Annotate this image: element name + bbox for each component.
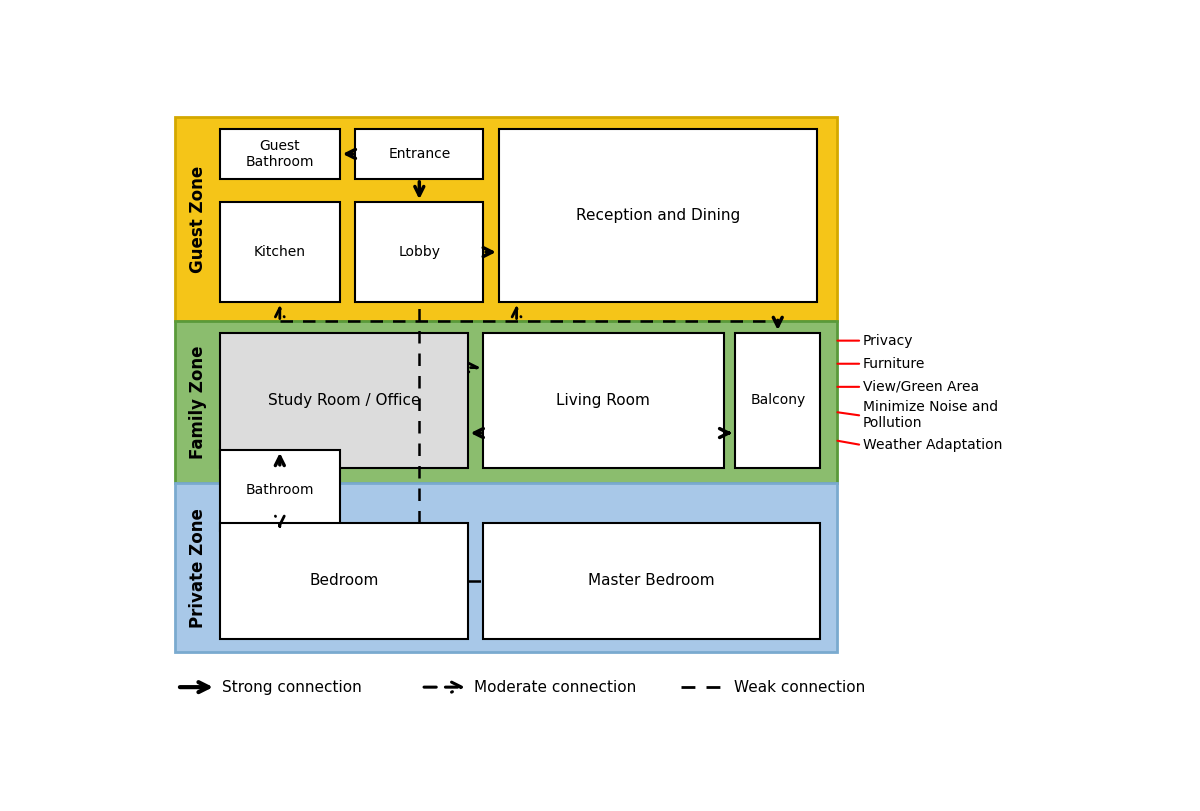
Bar xyxy=(355,129,484,179)
Text: Furniture: Furniture xyxy=(863,357,925,371)
Text: Kitchen: Kitchen xyxy=(254,245,306,259)
Text: Family Zone: Family Zone xyxy=(190,345,208,459)
Bar xyxy=(175,118,838,321)
Text: Reception and Dining: Reception and Dining xyxy=(576,208,739,223)
Text: Lobby: Lobby xyxy=(398,245,440,259)
Text: Balcony: Balcony xyxy=(750,393,805,407)
Text: Moderate connection: Moderate connection xyxy=(474,680,636,695)
Bar xyxy=(220,129,340,179)
Text: Minimize Noise and
Pollution: Minimize Noise and Pollution xyxy=(863,401,998,431)
Text: Weather Adaptation: Weather Adaptation xyxy=(863,438,1002,452)
Bar xyxy=(175,321,838,483)
Text: Bedroom: Bedroom xyxy=(310,573,378,588)
Bar xyxy=(220,333,468,468)
Bar xyxy=(220,450,340,531)
Text: Bathroom: Bathroom xyxy=(246,483,314,497)
Text: Entrance: Entrance xyxy=(388,147,450,161)
Text: Living Room: Living Room xyxy=(557,393,650,408)
Text: View/Green Area: View/Green Area xyxy=(863,380,979,394)
Text: Study Room / Office: Study Room / Office xyxy=(268,393,420,408)
Bar xyxy=(484,333,724,468)
Bar xyxy=(484,523,821,638)
Bar xyxy=(736,333,821,468)
Text: Master Bedroom: Master Bedroom xyxy=(588,573,715,588)
Text: Private Zone: Private Zone xyxy=(190,508,208,628)
Bar xyxy=(220,523,468,638)
Text: Weak connection: Weak connection xyxy=(733,680,865,695)
Text: Guest
Bathroom: Guest Bathroom xyxy=(246,139,314,169)
Bar xyxy=(355,202,484,303)
Bar xyxy=(220,202,340,303)
Bar xyxy=(499,129,816,303)
Text: Privacy: Privacy xyxy=(863,333,913,348)
Bar xyxy=(175,483,838,653)
Text: Strong connection: Strong connection xyxy=(222,680,362,695)
Text: Guest Zone: Guest Zone xyxy=(190,165,208,273)
